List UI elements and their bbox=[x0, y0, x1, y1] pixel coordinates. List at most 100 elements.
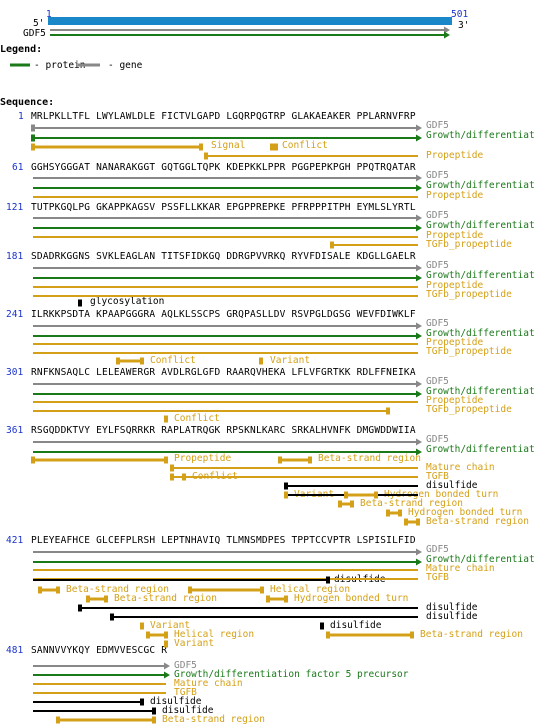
track-label: Growth/differentiat bbox=[426, 220, 535, 231]
overview-three-prime: 3' bbox=[458, 20, 470, 31]
overview-start: 1 bbox=[46, 9, 52, 20]
gene-line bbox=[33, 322, 422, 330]
feature-label: Signal bbox=[211, 140, 246, 151]
feature-label: Conflict bbox=[174, 413, 220, 424]
track-label: Propeptide bbox=[426, 395, 484, 406]
sequence-position: 121 bbox=[6, 202, 24, 213]
track-label: Growth/differentiat bbox=[426, 328, 535, 339]
feature-cap bbox=[31, 143, 35, 151]
feature-cap bbox=[140, 698, 144, 706]
track-label: Growth/differentiat bbox=[426, 386, 535, 397]
sequence-text: ILRKKPSDTA KPAAPGGGRA AQLKLSSCPS GRQPASL… bbox=[31, 309, 416, 320]
feature-label: Beta-strand region bbox=[114, 593, 217, 604]
feature-cap bbox=[338, 500, 342, 508]
protein-line bbox=[33, 134, 422, 142]
feature-cap bbox=[86, 595, 90, 603]
feature-cap bbox=[170, 473, 174, 481]
protein-line bbox=[33, 224, 422, 232]
feature-cap bbox=[416, 518, 420, 526]
feature-label: disulfide bbox=[150, 696, 202, 707]
gene-line bbox=[33, 662, 170, 670]
feature-cap bbox=[374, 491, 378, 499]
feature-cap bbox=[270, 143, 274, 151]
feature-cap bbox=[320, 622, 324, 630]
feature-cap bbox=[164, 415, 168, 423]
overview-end: 501 bbox=[451, 9, 469, 20]
track-label: Growth/differentiat bbox=[426, 180, 535, 191]
protein-line bbox=[33, 558, 422, 566]
feature-cap bbox=[56, 586, 60, 594]
feature-label: Conflict bbox=[282, 140, 328, 151]
sequence-position: 481 bbox=[6, 645, 24, 656]
feature-cap bbox=[164, 456, 168, 464]
feature-label: Helical region bbox=[270, 584, 351, 595]
sequence-position: 301 bbox=[6, 367, 24, 378]
feature-cap bbox=[164, 631, 168, 639]
feature-cap bbox=[78, 604, 82, 612]
track-label: TGFb_propeptide bbox=[426, 239, 512, 250]
sequence-text: TUTPKGQLPG GKAPPKAGSV PSSFLLKKAR EPGPPRE… bbox=[31, 202, 416, 213]
feature-label: Beta-strand region bbox=[426, 516, 529, 527]
feature-label: Conflict bbox=[150, 355, 196, 366]
track-label: Mature chain bbox=[426, 462, 495, 473]
feature-cap bbox=[398, 509, 402, 517]
feature-label: GDF5 bbox=[174, 660, 197, 671]
feature-cap bbox=[284, 595, 288, 603]
feature-cap bbox=[404, 518, 408, 526]
feature-cap bbox=[274, 143, 278, 151]
track-label: TGFB bbox=[426, 471, 449, 482]
feature-label: Growth/differentiation factor 5 precurso… bbox=[174, 669, 409, 680]
feature-label: Mature chain bbox=[174, 678, 243, 689]
track-label: GDF5 bbox=[426, 544, 449, 555]
sequence-position: 1 bbox=[18, 111, 24, 122]
track-label: GDF5 bbox=[426, 120, 449, 131]
feature-cap bbox=[410, 631, 414, 639]
feature-label: Beta-strand region bbox=[318, 453, 421, 464]
feature-cap bbox=[386, 509, 390, 517]
sequence-text: SDADRKGGNS SVKLEAGLAN TITSFIDKGQ DDRGPVV… bbox=[31, 251, 416, 262]
protein-line bbox=[33, 448, 422, 456]
gene-line bbox=[33, 124, 422, 132]
sequence-text: GGHSYGGGAT NANARAKGGT GQTGGLTQPK KDEPKKL… bbox=[31, 162, 416, 173]
track-label: Propeptide bbox=[426, 190, 484, 201]
track-label: Growth/differentiat bbox=[426, 270, 535, 281]
feature-label: Variant bbox=[150, 620, 191, 631]
gene-line bbox=[33, 174, 422, 182]
track-label: Propeptide bbox=[426, 280, 484, 291]
track-label: Propeptide bbox=[426, 230, 484, 241]
gene-line bbox=[33, 438, 422, 446]
legend-protein-label: - protein bbox=[34, 60, 86, 71]
feature-cap bbox=[259, 357, 263, 365]
track-label: Growth/differentiat bbox=[426, 444, 535, 455]
feature-label: disulfide bbox=[330, 620, 382, 631]
overview-gene-line bbox=[50, 26, 450, 34]
feature-cap bbox=[326, 631, 330, 639]
feature-cap bbox=[204, 152, 208, 160]
feature-label: Variant bbox=[270, 355, 311, 366]
sequence-text: SANNVVYKQY EDMVVESCGC R bbox=[31, 645, 168, 656]
sequence-position: 181 bbox=[6, 251, 24, 262]
overview-protein-line bbox=[50, 31, 450, 39]
track-label: Growth/differentiat bbox=[426, 130, 535, 141]
track-label: GDF5 bbox=[426, 434, 449, 445]
legend-title: Legend: bbox=[0, 44, 43, 55]
legend-gene-label: - gene bbox=[108, 60, 143, 71]
feature-cap bbox=[110, 613, 114, 621]
feature-cap bbox=[38, 586, 42, 594]
feature-cap bbox=[140, 622, 144, 630]
protein-line bbox=[33, 274, 422, 282]
feature-label: glycosylation bbox=[90, 296, 165, 307]
feature-cap bbox=[31, 456, 35, 464]
feature-cap bbox=[266, 595, 270, 603]
feature-cap bbox=[308, 456, 312, 464]
feature-label: Propeptide bbox=[174, 453, 232, 464]
feature-cap bbox=[78, 299, 82, 307]
track-label: TGFB bbox=[426, 572, 449, 583]
feature-label: Helical region bbox=[174, 629, 255, 640]
feature-label: TGFB bbox=[174, 687, 197, 698]
feature-label: Hydrogen bonded turn bbox=[294, 593, 409, 604]
feature-label: Hydrogen bonded turn bbox=[384, 489, 499, 500]
track-label: Propeptide bbox=[426, 337, 484, 348]
feature-cap bbox=[386, 407, 390, 415]
track-label: GDF5 bbox=[426, 170, 449, 181]
